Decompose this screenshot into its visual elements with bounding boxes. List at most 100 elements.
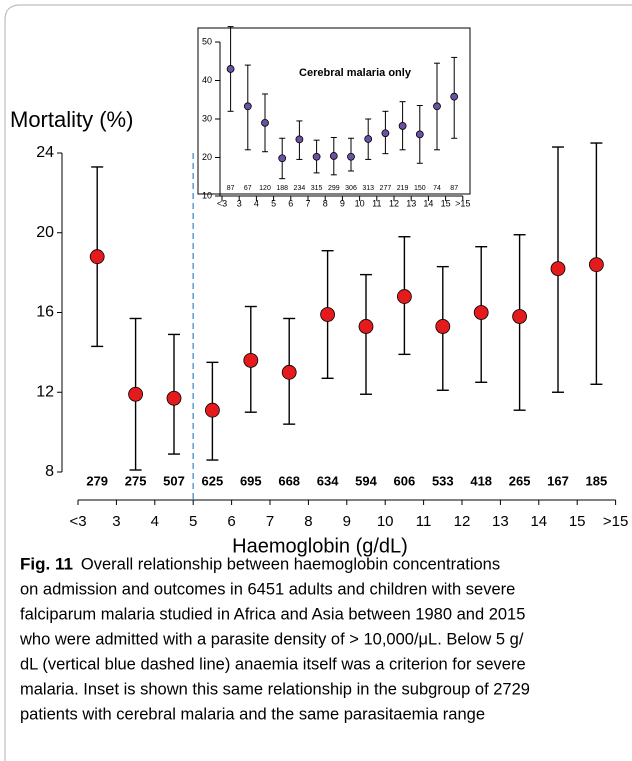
point	[226, 65, 235, 73]
count-label: 275	[125, 473, 147, 488]
y-axis-title: Mortality (%)	[10, 107, 133, 132]
point	[320, 307, 336, 322]
caption-line: malaria. Inset is shown this same relati…	[20, 680, 530, 698]
x-tick-label: >15	[455, 198, 470, 208]
x-tick-label: 13	[406, 198, 416, 208]
x-tick-label: <3	[69, 513, 86, 530]
x-tick-label: 7	[266, 513, 274, 530]
x-tick-label: 3	[112, 513, 120, 530]
caption-line: falciparum malaria studied in Africa and…	[20, 605, 525, 623]
caption-line: Overall relationship between haemoglobin…	[81, 555, 500, 573]
x-tick-label: 11	[372, 198, 381, 208]
count-label: 315	[311, 185, 323, 192]
x-tick-label: 5	[189, 513, 197, 530]
count-label: 418	[470, 473, 492, 488]
x-tick-label: <3	[217, 198, 227, 208]
x-tick-label: >15	[603, 513, 628, 530]
count-label: 625	[202, 473, 224, 488]
point	[166, 390, 182, 406]
point	[433, 102, 441, 111]
count-label: 67	[244, 185, 252, 192]
caption-line: patients with cerebral malaria and the s…	[20, 705, 485, 723]
count-label: 507	[163, 473, 185, 488]
count-label: 299	[328, 185, 340, 192]
x-tick-label: 10	[355, 198, 365, 208]
point	[243, 352, 259, 368]
count-label: 277	[380, 185, 392, 192]
point	[512, 309, 527, 324]
inset-title: Cerebral malaria only	[299, 67, 412, 79]
count-label: 594	[355, 473, 377, 488]
x-tick-label: 10	[377, 513, 394, 530]
caption-line: dL (vertical blue dashed line) anaemia i…	[20, 655, 526, 673]
caption-line: who were admitted with a parasite densit…	[19, 630, 524, 648]
caption-line: on admission and outcomes in 6451 adults…	[20, 580, 515, 598]
y-tick-label: 16	[36, 304, 54, 321]
x-tick-label: 12	[389, 198, 399, 208]
y-tick-label: 12	[36, 383, 54, 400]
point	[415, 130, 424, 139]
point	[243, 102, 252, 111]
count-label: 188	[276, 185, 288, 192]
x-tick-label: 6	[288, 198, 293, 208]
count-label: 695	[240, 473, 262, 488]
count-label: 185	[586, 473, 608, 488]
x-tick-label: 15	[441, 198, 451, 208]
x-tick-label: 8	[323, 198, 328, 208]
count-label: 606	[394, 473, 416, 488]
point	[278, 154, 287, 163]
point	[312, 152, 321, 161]
y-tick-label: 20	[36, 224, 54, 241]
count-label: 265	[509, 473, 531, 488]
point	[204, 402, 220, 418]
point	[396, 289, 412, 304]
count-label: 279	[86, 473, 108, 488]
x-tick-label: 14	[530, 513, 547, 530]
y-tick-label: 40	[202, 75, 212, 85]
point	[281, 364, 297, 380]
point	[347, 152, 355, 161]
x-tick-label: 6	[227, 513, 235, 530]
x-tick-label: 5	[271, 198, 276, 208]
count-label: 87	[227, 185, 235, 192]
count-label: 306	[345, 185, 357, 192]
y-tick-label: 10	[202, 190, 212, 200]
y-tick-label: 20	[202, 152, 212, 162]
count-label: 120	[259, 185, 271, 192]
x-tick-label: 12	[454, 513, 471, 530]
y-tick-label: 30	[202, 113, 212, 123]
x-tick-label: 9	[340, 198, 345, 208]
count-label: 533	[432, 473, 454, 488]
point	[435, 319, 451, 334]
x-tick-label: 14	[423, 198, 433, 208]
count-label: 150	[414, 185, 426, 192]
x-tick-label: 13	[492, 513, 509, 530]
x-tick-label: 11	[416, 513, 432, 530]
point	[295, 135, 304, 144]
point	[589, 257, 604, 273]
point	[329, 152, 338, 160]
point	[398, 122, 407, 130]
x-tick-label: 9	[343, 513, 351, 530]
count-label: 313	[362, 185, 374, 192]
x-tick-label: 4	[254, 198, 259, 208]
point	[128, 386, 144, 402]
count-label: 167	[547, 473, 569, 488]
inset-frame	[197, 27, 471, 195]
point	[381, 129, 390, 138]
point	[261, 118, 269, 127]
point	[450, 92, 459, 101]
x-tick-label: 4	[151, 513, 159, 530]
point	[364, 135, 373, 143]
x-axis-title: Haemoglobin (g/dL)	[232, 535, 408, 557]
y-tick-label: 8	[45, 463, 54, 480]
point	[473, 305, 489, 320]
x-tick-label: 15	[569, 513, 586, 530]
figure-frame	[4, 4, 632, 761]
point	[550, 261, 566, 277]
caption-label: Fig. 11	[20, 554, 73, 573]
count-label: 74	[433, 185, 441, 192]
count-label: 219	[397, 185, 409, 192]
y-tick-label: 50	[202, 36, 212, 46]
